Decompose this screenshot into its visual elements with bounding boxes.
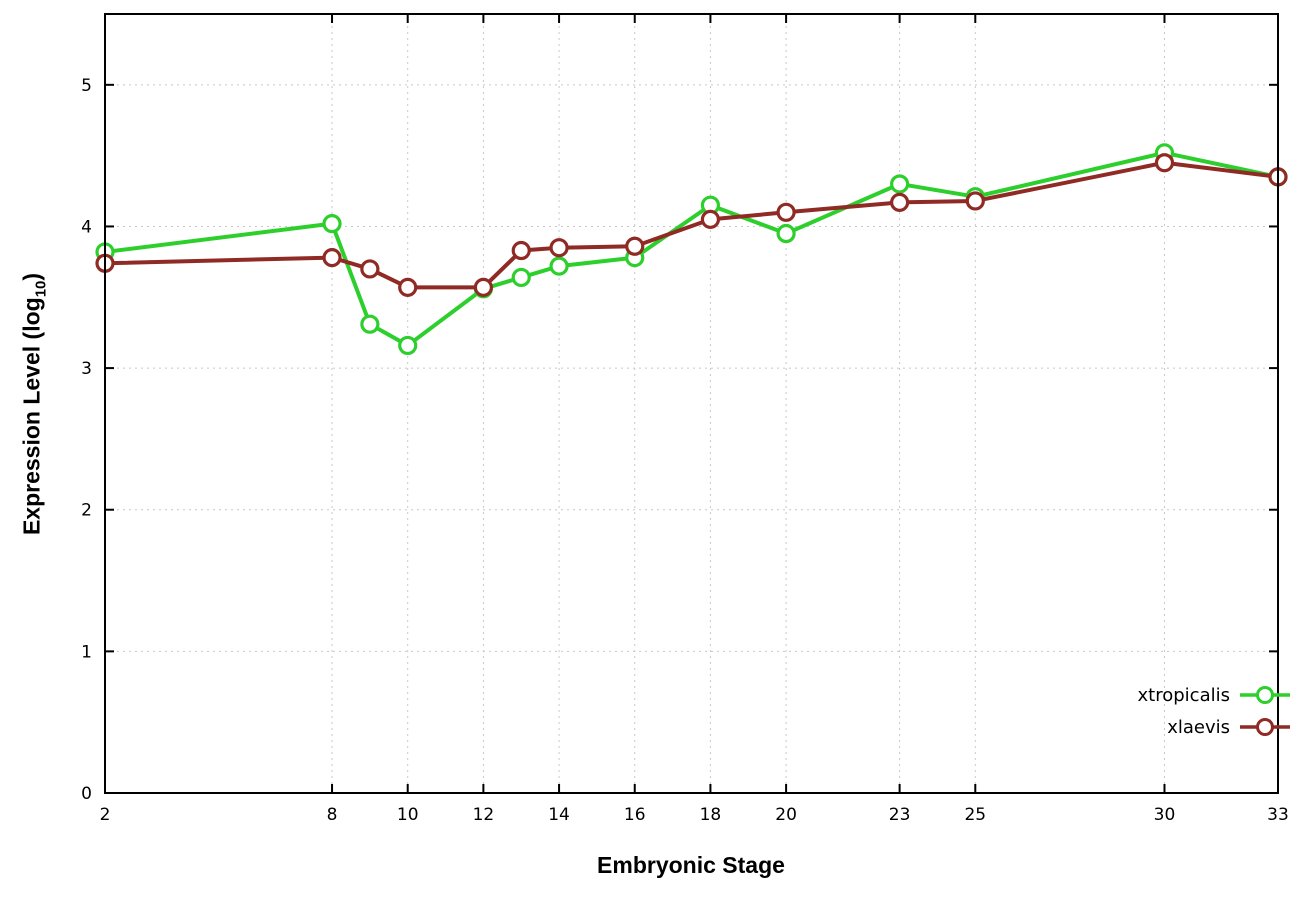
legend-label-xtropicalis: xtropicalis xyxy=(1137,684,1230,706)
x-tick-label: 23 xyxy=(889,805,911,825)
data-point-xlaevis xyxy=(322,248,342,268)
x-tick-label: 18 xyxy=(700,805,722,825)
legend-marker-xtropicalis xyxy=(1240,686,1290,704)
x-tick-label: 16 xyxy=(624,805,646,825)
data-point-xlaevis xyxy=(890,192,910,212)
y-tick-label: 1 xyxy=(81,642,92,662)
data-point-xtropicalis xyxy=(511,267,531,288)
data-point-xlaevis xyxy=(360,259,380,279)
x-tick-label: 10 xyxy=(397,805,419,825)
x-tick-label: 12 xyxy=(473,805,495,825)
data-point-xlaevis xyxy=(700,209,721,229)
data-point-xtropicalis xyxy=(549,256,569,276)
y-axis-title-subscript: 10 xyxy=(32,280,50,298)
series-line-xlaevis xyxy=(103,160,1280,290)
x-tick-label: 8 xyxy=(327,805,338,825)
legend-item-xlaevis: xlaevis xyxy=(1167,716,1292,738)
legend: xtropicalis xlaevis xyxy=(1138,684,1292,738)
y-tick-label: 3 xyxy=(81,359,92,379)
plot-border xyxy=(104,13,1279,794)
y-tick-label: 0 xyxy=(81,784,92,804)
data-point-xlaevis xyxy=(1154,153,1175,173)
data-point-xlaevis xyxy=(398,277,418,297)
y-axis-title-text: Expression Level (log xyxy=(18,297,45,536)
x-tick-label: 2 xyxy=(100,805,111,825)
x-tick-label: 25 xyxy=(964,805,986,825)
data-point-xtropicalis xyxy=(398,335,418,356)
legend-marker-xlaevis xyxy=(1240,718,1290,736)
x-tick-label: 20 xyxy=(775,805,797,825)
data-point-xlaevis xyxy=(965,191,985,211)
data-point-xlaevis xyxy=(549,238,569,258)
data-point-xtropicalis xyxy=(776,223,796,244)
data-point-xtropicalis xyxy=(890,174,910,194)
data-point-xtropicalis xyxy=(322,214,342,234)
data-point-xlaevis xyxy=(776,202,796,222)
y-axis-title: Expression Level (log10) xyxy=(19,273,50,535)
legend-label-xlaevis: xlaevis xyxy=(1167,716,1230,738)
y-tick-label: 4 xyxy=(81,217,92,237)
data-point-xlaevis xyxy=(625,236,645,256)
y-tick-label: 5 xyxy=(81,76,92,96)
y-axis-title-suffix: ) xyxy=(18,272,45,281)
data-point-xlaevis xyxy=(473,277,493,297)
x-tick-label: 30 xyxy=(1154,805,1176,825)
x-axis-title: Embryonic Stage xyxy=(597,852,785,878)
series-line-xtropicalis xyxy=(103,150,1280,348)
x-tick-label: 33 xyxy=(1267,805,1289,825)
data-point-xlaevis xyxy=(511,240,531,261)
x-tick-label: 14 xyxy=(548,805,570,825)
legend-item-xtropicalis: xtropicalis xyxy=(1138,684,1292,706)
y-tick-label: 2 xyxy=(81,501,92,521)
data-point-xtropicalis xyxy=(360,314,380,334)
